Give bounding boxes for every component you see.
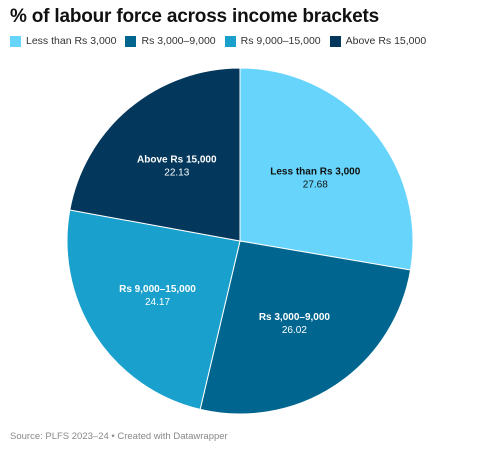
legend-swatch (329, 35, 341, 47)
legend-label: Less than Rs 3,000 (26, 35, 117, 47)
slice-label-3000-9000: Rs 3,000–9,000 (259, 312, 331, 323)
legend-swatch (224, 35, 236, 47)
pie-slice-above-15000 (69, 67, 241, 242)
chart-legend: Less than Rs 3,000 Rs 3,000–9,000 Rs 9,0… (10, 35, 435, 47)
pie-slice-3000-9000 (199, 240, 412, 415)
source-note: Source: PLFS 2023–24 • Created with Data… (10, 431, 228, 442)
slice-value-3000-9000: 26.02 (282, 325, 307, 336)
legend-item-less-than-3000: Less than Rs 3,000 (10, 35, 116, 47)
slice-label-9000-15000: Rs 9,000–15,000 (119, 284, 196, 295)
slice-value-above-15000: 22.13 (164, 167, 189, 178)
legend-swatch (125, 35, 137, 47)
slice-label-above-15000: Above Rs 15,000 (137, 154, 217, 165)
chart-title: % of labour force across income brackets (10, 6, 379, 27)
legend-label: Rs 3,000–9,000 (141, 35, 216, 47)
slice-value-less-than-3000: 27.68 (303, 179, 328, 190)
slice-label-less-than-3000: Less than Rs 3,000 (270, 166, 360, 177)
legend-item-3000-9000: Rs 3,000–9,000 (125, 35, 216, 47)
slice-value-9000-15000: 24.17 (145, 297, 170, 308)
pie-slice-less-than-3000 (239, 67, 414, 271)
legend-swatch (10, 35, 21, 47)
legend-label: Above Rs 15,000 (345, 35, 427, 47)
legend-item-9000-15000: Rs 9,000–15,000 (224, 35, 321, 47)
legend-item-above-15000: Above Rs 15,000 (329, 35, 427, 47)
legend-label: Rs 9,000–15,000 (240, 35, 321, 47)
pie-slice-9000-15000 (66, 209, 241, 410)
